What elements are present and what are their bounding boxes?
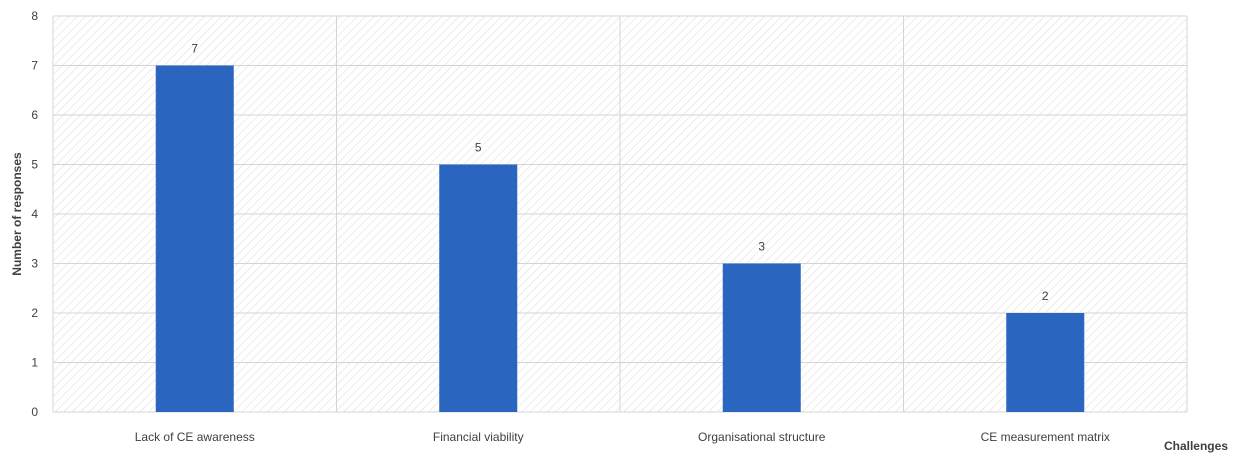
y-tick-label: 0 (31, 405, 38, 419)
y-tick-label: 4 (31, 207, 38, 221)
bar (1006, 313, 1085, 412)
x-axis-title: Challenges (1164, 439, 1228, 453)
y-tick-label: 6 (31, 108, 38, 122)
data-label: 3 (758, 240, 765, 254)
bars (155, 65, 1085, 412)
y-axis-title: Number of responses (10, 152, 24, 276)
x-category-label: Lack of CE awareness (135, 430, 255, 444)
x-category-label: Financial viability (433, 430, 524, 444)
y-tick-label: 3 (31, 257, 38, 271)
data-label: 2 (1042, 289, 1049, 303)
y-tick-label: 8 (31, 9, 38, 23)
x-category-label: CE measurement matrix (981, 430, 1110, 444)
bar (155, 65, 234, 412)
y-tick-label: 7 (31, 59, 38, 73)
y-tick-label: 2 (31, 306, 38, 320)
data-label: 5 (475, 141, 482, 155)
x-axis-categories: Lack of CE awareness Financial viability O… (135, 430, 1110, 444)
y-tick-label: 5 (31, 158, 38, 172)
y-tick-label: 1 (31, 356, 38, 370)
y-axis-ticks: 0 1 2 3 4 5 6 7 8 (31, 9, 38, 419)
x-category-label: Organisational structure (698, 430, 826, 444)
gridlines (52, 15, 1188, 413)
bar (439, 164, 518, 412)
bar (722, 263, 801, 412)
data-label: 7 (191, 42, 198, 56)
data-labels: 7 5 3 2 (191, 42, 1049, 304)
